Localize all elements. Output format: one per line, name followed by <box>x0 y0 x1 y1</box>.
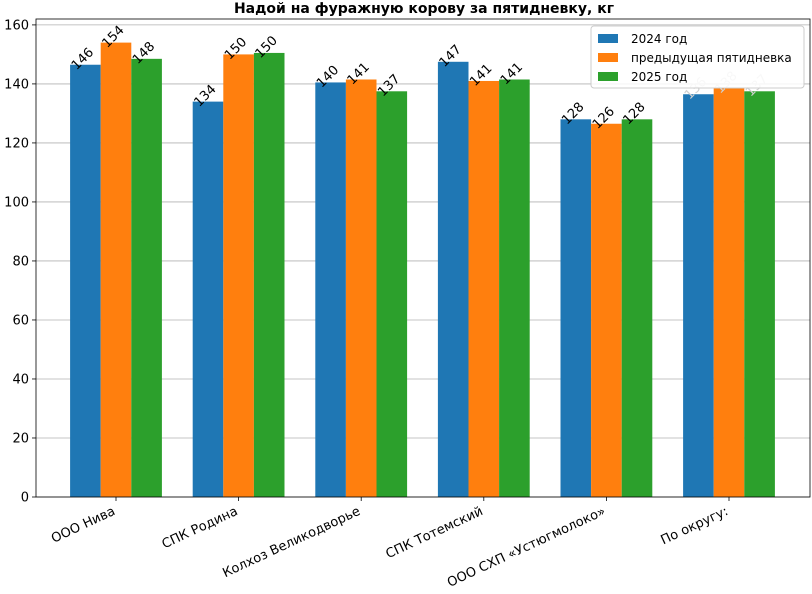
bar-3 <box>131 58 162 497</box>
legend-swatch <box>598 72 618 81</box>
bar-1 <box>315 82 346 498</box>
chart-title: Надой на фуражную корову за пятидневку, … <box>234 1 614 17</box>
legend-box <box>590 25 805 89</box>
bar-1 <box>70 64 101 498</box>
y-tick-label: 80 <box>12 254 29 269</box>
gridlines <box>36 24 810 498</box>
y-tick-label: 120 <box>4 136 29 151</box>
legend-label: предыдущая пятидневка <box>631 51 792 65</box>
x-tick-label: СПК Родина <box>160 504 241 552</box>
bar-1 <box>683 94 714 498</box>
bar-3 <box>376 91 408 497</box>
y-tick-label: 160 <box>4 18 29 33</box>
bar-3 <box>499 79 530 497</box>
bars <box>70 42 775 498</box>
bar-2 <box>713 88 745 497</box>
x-tick-label: По округу: <box>659 504 731 548</box>
bar-2 <box>468 80 500 498</box>
x-tick-label: ООО Нива <box>49 504 118 547</box>
legend: 2024 год предыдущая пятидневка 2025 год <box>590 25 805 89</box>
y-tick-label: 40 <box>12 372 29 387</box>
bar-2 <box>223 54 254 497</box>
x-tick-label: СПК Тотемский <box>384 504 486 562</box>
axes <box>32 18 811 501</box>
y-tick-label: 100 <box>4 195 29 210</box>
y-tick-label: 0 <box>21 491 29 506</box>
legend-swatch <box>598 34 618 43</box>
bar-1 <box>192 101 224 498</box>
bar-2 <box>100 42 132 497</box>
y-tick-label: 20 <box>12 431 29 446</box>
bar-3 <box>253 52 285 497</box>
bar-3 <box>621 119 653 497</box>
bar-1 <box>560 119 592 497</box>
legend-label: 2024 год <box>631 32 687 46</box>
legend-swatch <box>598 53 618 62</box>
y-tick-label: 60 <box>12 313 29 328</box>
bar-3 <box>744 91 775 497</box>
plot-frame <box>35 18 811 498</box>
bar-2 <box>591 123 622 497</box>
bar-1 <box>437 61 469 498</box>
legend-label: 2025 год <box>631 70 687 84</box>
x-tick-label: Колхоз Великодворье <box>220 504 362 581</box>
y-tick-label: 140 <box>4 77 29 92</box>
bar-2 <box>345 79 377 497</box>
